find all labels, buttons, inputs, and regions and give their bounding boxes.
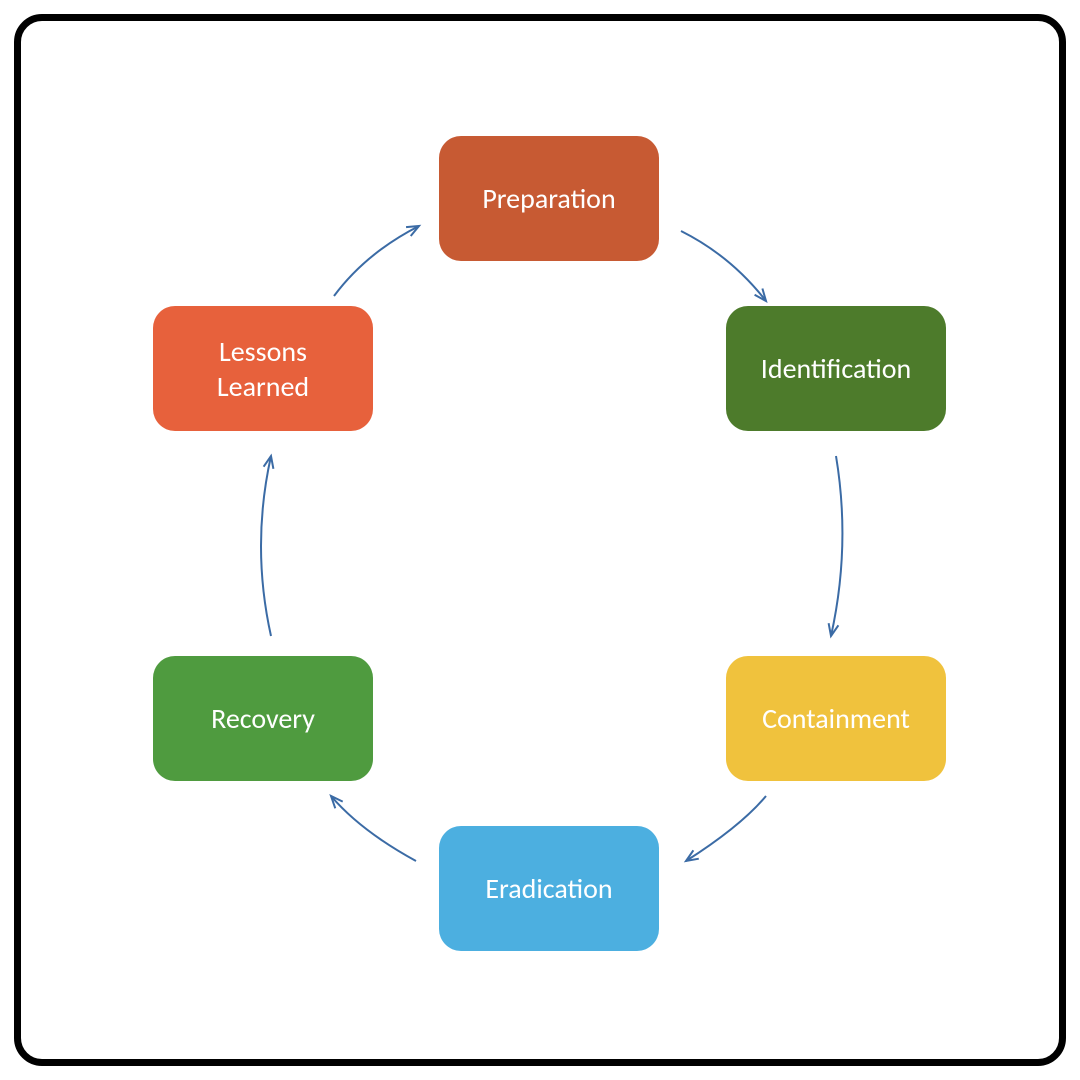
node-label: Containment — [762, 701, 910, 736]
node-preparation: Preparation — [439, 136, 659, 261]
node-label: Lessons Learned — [217, 334, 309, 404]
arrow-containment-to-eradication — [686, 796, 766, 861]
arrow-identification-to-containment — [831, 456, 842, 636]
node-eradication: Eradication — [439, 826, 659, 951]
arrowhead-icon — [826, 623, 838, 637]
node-label: Identification — [761, 351, 911, 386]
arrowhead-icon — [264, 455, 276, 469]
diagram-frame: Preparation Identification Containment E… — [14, 14, 1066, 1066]
arrowhead-icon — [755, 289, 770, 305]
arrowhead-icon — [327, 793, 342, 809]
node-label: Recovery — [211, 701, 315, 736]
arrow-recovery-to-lessons-learned — [261, 456, 271, 636]
arrow-lessons-learned-to-preparation — [334, 226, 419, 296]
node-identification: Identification — [726, 306, 946, 431]
node-label: Preparation — [482, 181, 615, 216]
arrowhead-icon — [683, 850, 699, 865]
node-lessons-learned: Lessons Learned — [153, 306, 373, 431]
arrowhead-icon — [406, 222, 421, 236]
arrow-preparation-to-identification — [681, 231, 766, 301]
node-label: Eradication — [485, 871, 612, 906]
node-containment: Containment — [726, 656, 946, 781]
arrow-eradication-to-recovery — [331, 796, 416, 861]
node-recovery: Recovery — [153, 656, 373, 781]
